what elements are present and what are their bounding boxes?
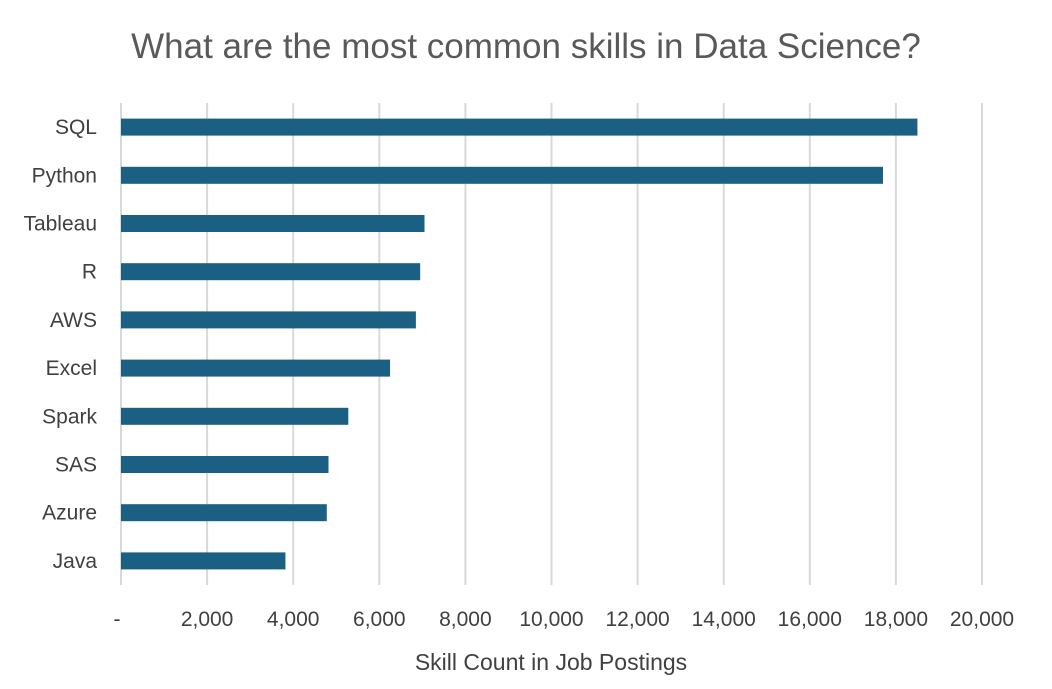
bar-spark (121, 407, 349, 425)
category-label-python: Python (32, 164, 97, 187)
bar-java (121, 552, 286, 570)
category-label-sas: SAS (55, 454, 97, 477)
x-tick-label-2: 4,000 (267, 608, 320, 631)
bars (121, 118, 918, 570)
category-labels: SQL Python Tableau R AWS Excel Spark SAS Azure Ja… (23, 116, 97, 573)
bar-r (121, 263, 421, 281)
category-label-spark: Spark (42, 405, 97, 428)
x-tick-label-5: 10,000 (519, 608, 583, 631)
x-tick-label-4: 8,000 (439, 608, 492, 631)
x-tick-label-9: 18,000 (864, 608, 928, 631)
bar-sas (121, 456, 329, 473)
x-tick-label-1: 2,000 (181, 608, 234, 631)
x-tick-label-3: 6,000 (353, 608, 406, 631)
category-label-aws: AWS (50, 309, 97, 332)
category-label-azure: Azure (42, 502, 97, 525)
category-label-java: Java (53, 550, 98, 573)
category-label-excel: Excel (46, 357, 97, 380)
bar-python (121, 166, 883, 184)
bar-azure (121, 504, 327, 522)
x-axis-label: Skill Count in Job Postings (415, 649, 687, 675)
x-tick-label-7: 14,000 (692, 608, 756, 631)
x-tick-label-0: - (114, 608, 121, 631)
bar-aws (121, 311, 416, 329)
bar-tableau (121, 215, 425, 232)
bar-excel (121, 359, 391, 377)
category-label-r: R (82, 261, 97, 284)
x-tick-label-8: 16,000 (778, 608, 842, 631)
chart-title: What are the most common skills in Data … (131, 27, 921, 66)
x-tick-labels: - 2,000 4,000 6,000 8,000 10,000 12,000 14,000 1… (114, 608, 1015, 631)
bar-sql (121, 118, 918, 136)
category-label-sql: SQL (55, 116, 97, 139)
category-label-tableau: Tableau (23, 213, 97, 236)
x-tick-label-6: 12,000 (605, 608, 669, 631)
x-tick-label-10: 20,000 (950, 608, 1014, 631)
